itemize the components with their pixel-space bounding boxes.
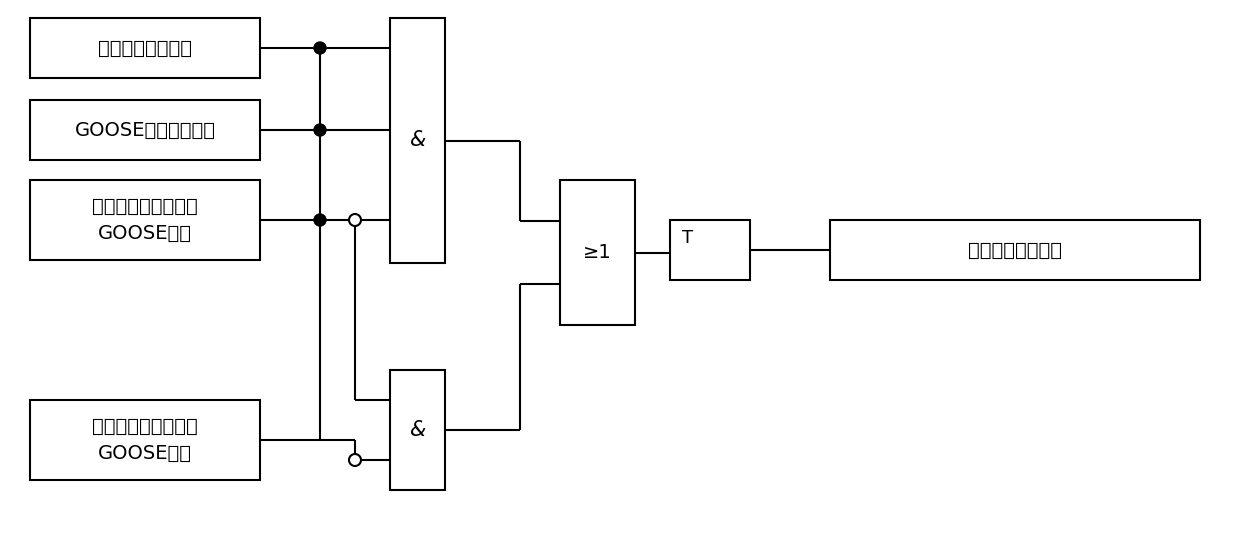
Bar	[30, 400, 260, 480]
Bar	[30, 18, 260, 78]
Text: GOOSE网络通道正常: GOOSE网络通道正常	[74, 121, 216, 140]
Text: 进线过流保护装置的
GOOSE信号: 进线过流保护装置的 GOOSE信号	[92, 417, 198, 463]
Bar	[30, 100, 260, 160]
Circle shape	[348, 214, 361, 226]
Text: 执行过流保护动作: 执行过流保护动作	[968, 240, 1061, 259]
Bar	[391, 370, 445, 490]
Bar	[391, 18, 445, 263]
Text: &: &	[409, 420, 425, 440]
Text: &: &	[409, 131, 425, 151]
Circle shape	[314, 214, 326, 226]
Text: 出线过流保护装置的
GOOSE信号: 出线过流保护装置的 GOOSE信号	[92, 197, 198, 243]
Text: 光纤差动保护失效: 光纤差动保护失效	[98, 39, 192, 57]
Bar	[830, 220, 1200, 280]
Bar	[560, 180, 635, 325]
Circle shape	[348, 454, 361, 466]
Text: T: T	[682, 229, 693, 247]
Bar	[670, 220, 750, 280]
Text: ≥1: ≥1	[583, 243, 611, 262]
Bar	[30, 180, 260, 260]
Circle shape	[314, 124, 326, 136]
Circle shape	[314, 42, 326, 54]
